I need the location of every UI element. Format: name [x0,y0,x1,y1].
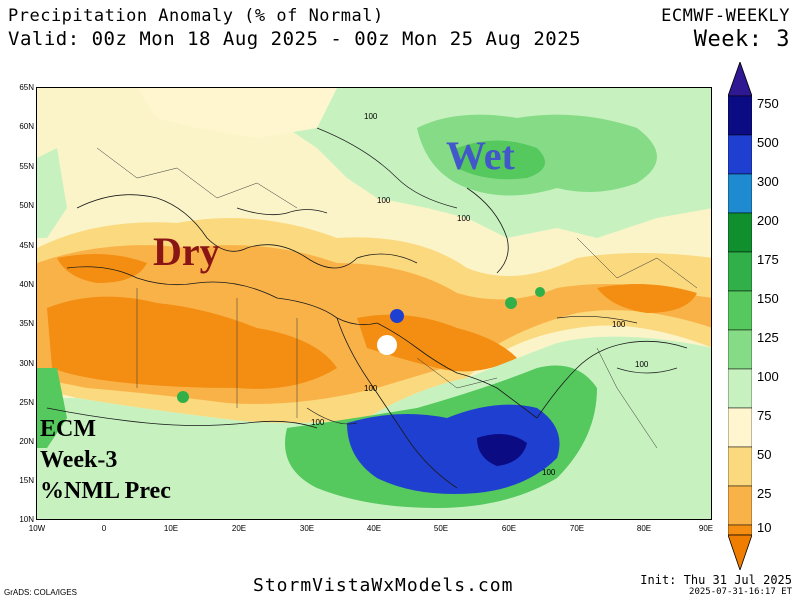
contour-label: 100 [364,384,378,393]
lat-label: 40N [19,280,34,289]
lat-label: 20N [19,437,34,446]
colorbar-label: 100 [757,369,779,384]
contour-label: 100 [612,320,626,329]
ecm-annotation: ECM Week-3 %NML Prec [40,414,171,507]
colorbar-label: 10 [757,520,772,535]
colorbar-swatch [728,95,752,136]
valid-period: Valid: 00z Mon 18 Aug 2025 - 00z Mon 25 … [8,28,582,50]
colorbar-label: 175 [757,252,779,267]
coastlines [46,187,688,489]
contour-label: 100 [364,112,378,121]
lon-label: 0 [101,524,107,533]
colorbar-top-arrow [728,62,752,97]
wet-west-africa [37,368,67,448]
lat-label: 55N [19,162,34,171]
dry-core-mideast [357,314,517,372]
colorbar-swatch [728,251,752,292]
colorbar-swatch [728,524,752,536]
lon-label: 10E [163,524,179,533]
colorbar-label: 125 [757,330,779,345]
generated-timestamp: 2025-07-31-16:17 ET [689,587,792,597]
lat-label: 60N [19,122,34,131]
colorbar-label: 75 [757,408,772,423]
wet-spot [505,297,517,309]
wet-spot [390,309,404,323]
ecm-line-1: ECM [40,416,96,442]
ecm-line-3: %NML Prec [40,478,171,504]
wet-core-north [457,140,545,180]
colorbar-swatch [728,446,752,487]
colorbar [728,62,752,570]
colorbar-swatch [728,485,752,526]
colorbar-bottom-arrow [728,534,752,570]
lon-label: 50E [433,524,449,533]
lat-label: 50N [19,201,34,210]
map-canvas [37,88,711,519]
colorbar-label: 300 [757,174,779,189]
colorbar-label: 200 [757,213,779,228]
contour-label: 100 [542,468,556,477]
contour-label: 100 [635,360,649,369]
model-name: ECMWF-WEEKLY [661,6,790,26]
dry-annotation: Dry [153,229,220,274]
lon-label: 80E [636,524,652,533]
colorbar-label: 150 [757,291,779,306]
dry-core-iberia [57,254,147,283]
forecast-week: Week: 3 [693,27,790,52]
near-normal-west [37,148,67,238]
contour-label: 100 [457,214,471,223]
lat-label: 65N [19,83,34,92]
normal-north-europe [137,88,337,138]
lat-label: 45N [19,241,34,250]
wet-spot [177,391,189,403]
lon-label: 40E [366,524,382,533]
wet-spot [535,287,545,297]
lat-label: 10N [19,515,34,524]
precip-anomaly-map: 100 100 100 100 100 100 100 100 [36,87,712,520]
lon-label: 60E [501,524,517,533]
ecm-line-2: Week-3 [40,447,118,473]
lon-label: 70E [569,524,585,533]
map-title: Precipitation Anomaly (% of Normal) [8,6,384,26]
grads-credit: GrADS: COLA/IGES [4,588,77,597]
dry-core-sahara [47,296,337,389]
wet-annotation: Wet [446,133,515,178]
white-patch [377,335,397,355]
lon-label: 30E [299,524,315,533]
extreme-wet-core [477,434,527,466]
dry-core-central-asia [597,284,697,313]
colorbar-label: 750 [757,96,779,111]
colorbar-swatch [728,290,752,331]
colorbar-swatch [728,407,752,448]
colorbar-swatch [728,368,752,409]
lat-label: 30N [19,359,34,368]
lat-label: 35N [19,319,34,328]
colorbar-swatch [728,329,752,370]
lon-label: 90E [698,524,714,533]
colorbar-label: 25 [757,486,772,501]
colorbar-label: 500 [757,135,779,150]
lon-label: 10W [28,524,46,533]
colorbar-swatch [728,134,752,175]
colorbar-swatch [728,173,752,214]
lat-label: 15N [19,476,34,485]
colorbar-swatch [728,212,752,253]
country-borders [96,147,698,449]
colorbar-label: 50 [757,447,772,462]
contour-lines [306,127,678,425]
site-credit: StormVistaWxModels.com [253,575,514,596]
lat-label: 25N [19,398,34,407]
init-time: Init: Thu 31 Jul 2025 [640,573,792,587]
contour-label: 100 [311,418,325,427]
contour-label: 100 [377,196,391,205]
lon-label: 20E [231,524,247,533]
